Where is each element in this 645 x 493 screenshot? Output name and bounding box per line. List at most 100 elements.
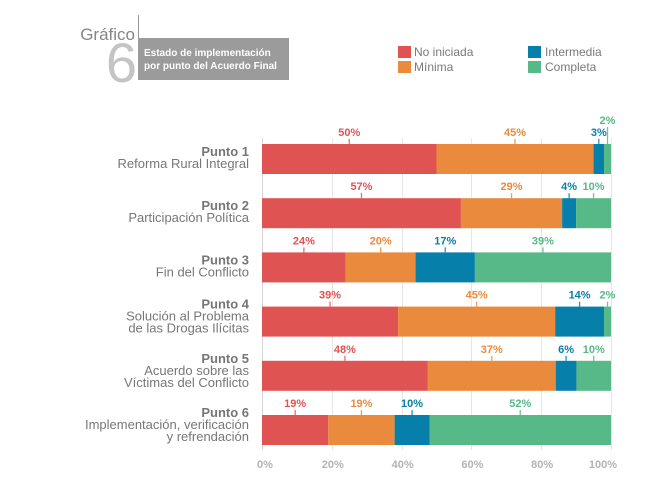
legend-swatch	[528, 46, 541, 58]
x-tick-label: 20%	[322, 459, 344, 471]
x-tick-label: 40%	[392, 459, 414, 471]
value-label: 10%	[583, 181, 605, 193]
legend: No iniciada Mínima Intermedia Completa	[398, 45, 602, 74]
plot-area: 0% 20% 40% 60% 80% 100% Punto 1 Reforma Rural I…	[85, 115, 617, 471]
gridlines	[262, 138, 612, 450]
bar-segment-intermedia	[415, 252, 475, 283]
bar-segment-completa	[604, 144, 611, 174]
bar-segment-minima	[460, 198, 563, 229]
legend-label: Completa	[545, 60, 597, 74]
category-label: Punto 6 Implementación, verificación y ref…	[85, 405, 249, 444]
bar-segment-no-iniciada	[262, 306, 399, 337]
category-title: Punto 5	[201, 351, 249, 366]
category-description: Reforma Rural Integral	[118, 156, 250, 171]
bar-segment-minima	[427, 360, 556, 391]
value-label: 20%	[370, 235, 392, 247]
bar-row: Punto 3 Fin del Conflicto 24% 20% 17% 39%	[156, 235, 611, 283]
x-tick-label: 100%	[589, 459, 617, 471]
value-label: 17%	[434, 235, 456, 247]
bar-segment-no-iniciada	[262, 144, 437, 174]
bar-segment-minima	[398, 306, 556, 337]
x-tick-label: 0%	[257, 459, 273, 471]
bar-segment-intermedia	[394, 415, 430, 445]
value-label: 24%	[293, 235, 315, 247]
x-axis: 0% 20% 40% 60% 80% 100%	[257, 459, 617, 471]
legend-item-minima: Mínima	[398, 60, 454, 74]
category-label: Punto 2 Participación Política	[128, 198, 249, 225]
category-description: Fin del Conflicto	[156, 264, 249, 279]
value-label: 48%	[334, 344, 356, 356]
category-description: Acuerdo sobre las	[144, 363, 249, 378]
bar-segment-completa	[576, 360, 611, 391]
category-title: Punto 1	[201, 144, 249, 159]
value-label: 4%	[561, 181, 577, 193]
legend-swatch	[398, 46, 411, 58]
category-description: Víctimas del Conflicto	[124, 375, 249, 390]
value-label: 10%	[583, 344, 605, 356]
graphic-number: 6	[106, 31, 137, 94]
value-label: 45%	[504, 127, 526, 139]
bar-segment-completa	[604, 306, 611, 337]
category-title: Punto 3	[201, 252, 249, 267]
value-label: 19%	[350, 398, 372, 410]
bar-segment-intermedia	[555, 360, 577, 391]
value-label: 52%	[509, 398, 531, 410]
bar-segment-minima	[436, 144, 594, 174]
bar-segment-completa	[429, 415, 611, 445]
bar-segment-intermedia	[555, 306, 605, 337]
bar-row: Punto 4 Solución al Problema de las Drogas…	[126, 290, 616, 337]
value-label: 57%	[350, 181, 372, 193]
bar-segment-minima	[345, 252, 416, 283]
bar-segment-minima	[328, 415, 395, 445]
bar-segment-no-iniciada	[262, 252, 346, 283]
chart-title-line-1: Estado de implementación	[144, 48, 271, 59]
value-label: 19%	[284, 398, 306, 410]
legend-swatch	[528, 61, 541, 73]
legend-label: No iniciada	[414, 45, 474, 59]
value-label: 50%	[338, 127, 360, 139]
bar-segment-no-iniciada	[262, 360, 428, 391]
graphic-word: Gráfico	[80, 25, 135, 44]
category-label: Punto 5 Acuerdo sobre las Víctimas del Con…	[124, 351, 249, 390]
legend-label: Intermedia	[545, 45, 602, 59]
category-title: Punto 4	[201, 297, 249, 312]
value-label: 39%	[532, 235, 554, 247]
bar-row: Punto 5 Acuerdo sobre las Víctimas del Con…	[124, 344, 611, 391]
bar-row: Punto 2 Participación Política 57% 29% 4% 10%	[128, 181, 611, 229]
value-label: 2%	[600, 115, 616, 127]
category-description: Participación Política	[128, 210, 249, 225]
bar-segment-completa	[576, 198, 611, 229]
legend-item-no-iniciada: No iniciada	[398, 45, 474, 59]
value-label: 45%	[466, 290, 488, 302]
value-label: 39%	[319, 290, 341, 302]
category-description: de las Drogas Ilícitas	[128, 321, 249, 336]
x-tick-label: 80%	[531, 459, 553, 471]
bar-row: Punto 6 Implementación, verificación y ref…	[85, 398, 611, 445]
figure-header: Gráfico 6 Estado de implementación por p…	[80, 15, 289, 94]
value-label: 3%	[591, 127, 607, 139]
category-description: y refrendación	[167, 429, 249, 444]
category-title: Punto 6	[201, 405, 249, 420]
chart-title-line-2: por punto del Acuerdo Final	[144, 61, 277, 72]
title-box	[139, 38, 289, 80]
category-title: Punto 2	[201, 198, 249, 213]
value-label: 10%	[401, 398, 423, 410]
bar-segment-no-iniciada	[262, 198, 461, 229]
value-label: 14%	[569, 290, 591, 302]
x-tick-label: 60%	[461, 459, 483, 471]
legend-item-intermedia: Intermedia	[528, 45, 602, 59]
value-label: 29%	[501, 181, 523, 193]
bar-segment-intermedia	[593, 144, 605, 174]
value-label: 6%	[558, 344, 574, 356]
category-description: Implementación, verificación	[85, 417, 249, 432]
category-label: Punto 4 Solución al Problema de las Drogas…	[126, 297, 250, 336]
value-label: 2%	[600, 290, 616, 302]
bar-row: Punto 1 Reforma Rural Integral 50% 45% 3%2%	[118, 115, 616, 174]
category-label: Punto 3 Fin del Conflicto	[156, 252, 249, 279]
bar-segment-no-iniciada	[262, 415, 329, 445]
legend-swatch	[398, 61, 411, 73]
bar-segment-completa	[474, 252, 611, 283]
legend-item-completa: Completa	[528, 60, 597, 74]
